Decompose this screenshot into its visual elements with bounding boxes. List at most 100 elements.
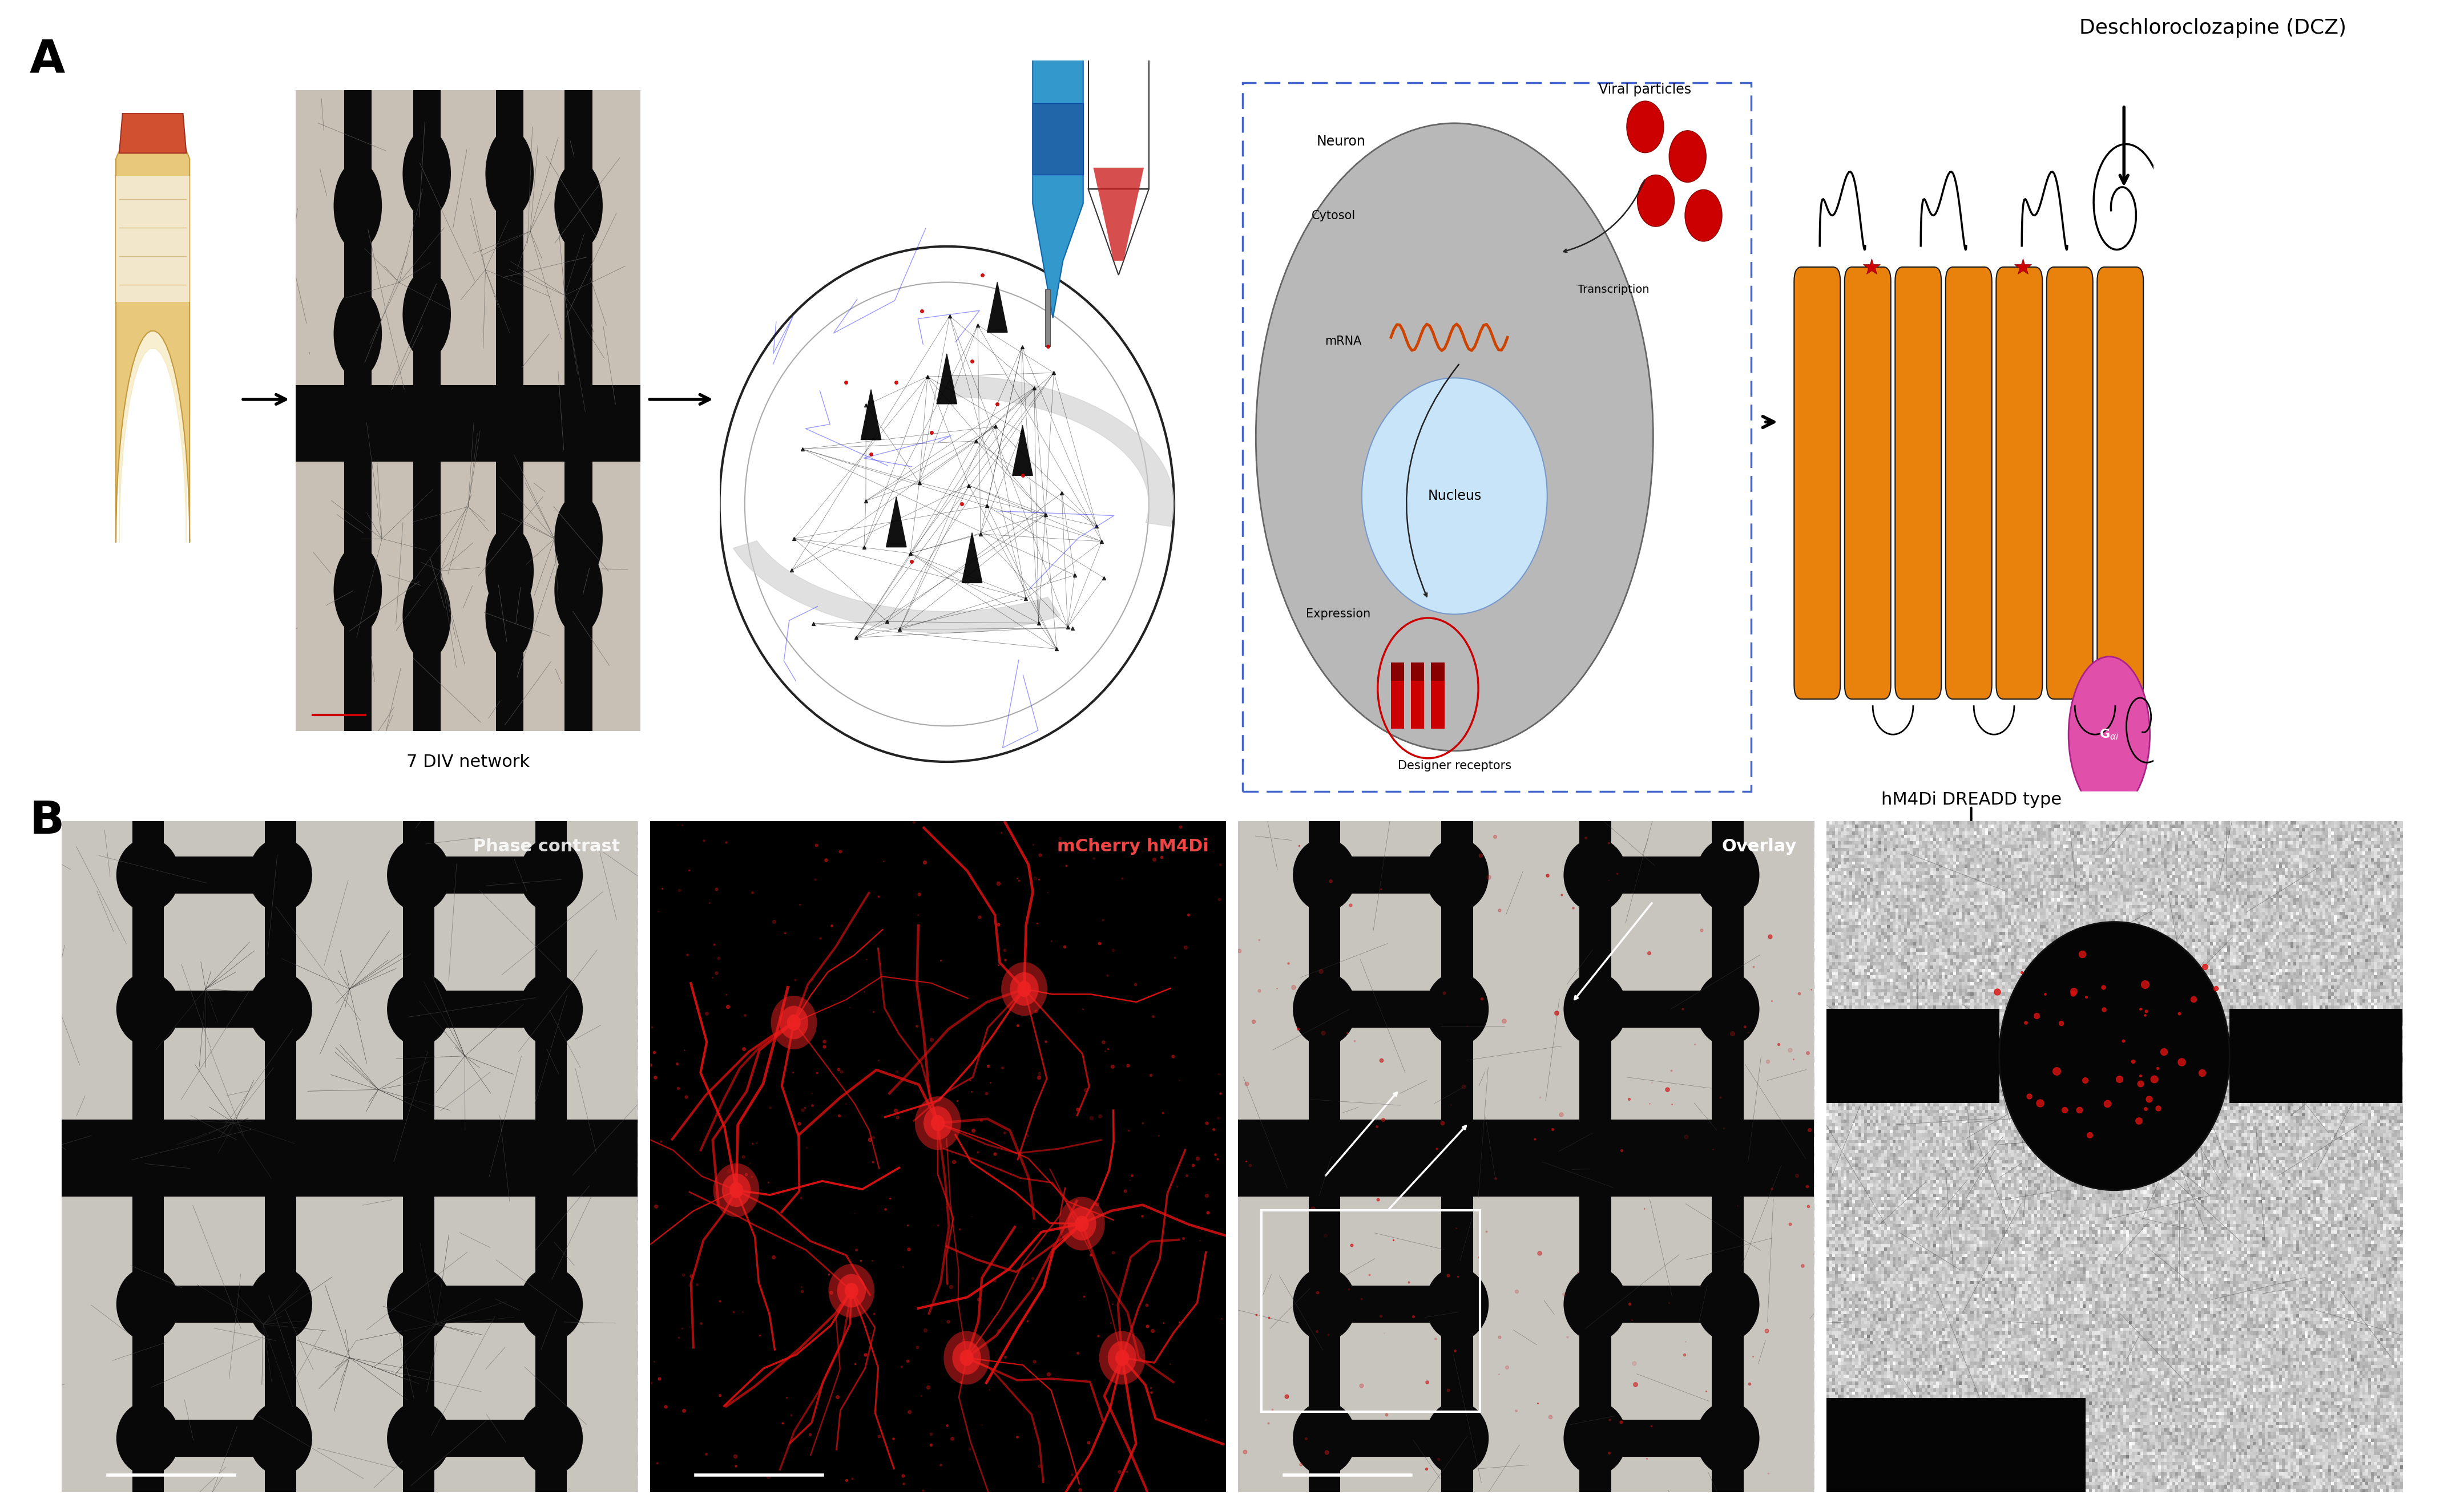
Bar	[1594, 990, 1727, 1028]
Circle shape	[1294, 1402, 1355, 1475]
Circle shape	[554, 161, 604, 250]
Bar	[535, 1197, 567, 1492]
Bar	[1237, 1120, 1814, 1197]
Circle shape	[520, 972, 584, 1046]
Ellipse shape	[719, 247, 1173, 763]
Bar	[1441, 821, 1473, 1120]
FancyBboxPatch shape	[1846, 267, 1890, 699]
Circle shape	[116, 1267, 180, 1341]
Circle shape	[387, 1402, 451, 1475]
Circle shape	[333, 546, 382, 634]
Polygon shape	[118, 313, 187, 543]
Circle shape	[914, 1096, 961, 1150]
Text: Transcription: Transcription	[1577, 283, 1648, 295]
Text: Neuron: Neuron	[1316, 134, 1365, 149]
Circle shape	[249, 1267, 313, 1341]
Text: B: B	[30, 799, 64, 844]
Polygon shape	[860, 390, 882, 440]
Circle shape	[1695, 1267, 1759, 1341]
Bar	[148, 990, 281, 1028]
Circle shape	[554, 494, 604, 583]
Circle shape	[931, 1115, 944, 1132]
Circle shape	[1565, 838, 1626, 912]
Text: Overlay: Overlay	[1722, 838, 1796, 854]
Bar	[414, 90, 441, 386]
Polygon shape	[1089, 188, 1148, 276]
Circle shape	[1000, 961, 1047, 1016]
Circle shape	[1565, 1402, 1626, 1475]
Polygon shape	[946, 375, 1173, 526]
Polygon shape	[988, 282, 1008, 332]
Circle shape	[1109, 1341, 1136, 1374]
Circle shape	[828, 1264, 875, 1317]
Bar	[62, 1120, 638, 1197]
Circle shape	[1668, 131, 1705, 182]
Bar	[133, 821, 163, 1120]
Circle shape	[520, 1402, 584, 1475]
Bar	[133, 1197, 163, 1492]
Bar	[148, 1420, 281, 1457]
Circle shape	[520, 1267, 584, 1341]
Bar	[1441, 1197, 1473, 1492]
Text: 7 DIV network: 7 DIV network	[407, 754, 530, 770]
Bar	[564, 461, 591, 731]
Bar	[1308, 1197, 1340, 1492]
Circle shape	[554, 546, 604, 634]
Bar	[1432, 662, 1444, 681]
Circle shape	[924, 1106, 951, 1139]
Polygon shape	[1013, 425, 1032, 476]
Circle shape	[1294, 838, 1355, 912]
Bar	[1390, 662, 1404, 681]
FancyBboxPatch shape	[1947, 267, 1991, 699]
Circle shape	[729, 1181, 744, 1198]
Bar	[296, 386, 641, 461]
Circle shape	[1067, 1207, 1096, 1240]
Bar	[402, 1197, 434, 1492]
Circle shape	[951, 1341, 981, 1374]
Bar	[1432, 669, 1444, 729]
Text: Designer receptors: Designer receptors	[1397, 760, 1510, 772]
FancyBboxPatch shape	[1996, 267, 2043, 699]
Circle shape	[1695, 972, 1759, 1046]
Bar	[1712, 1197, 1745, 1492]
Text: Nucleus: Nucleus	[1427, 490, 1481, 503]
Text: A: A	[30, 38, 64, 83]
Circle shape	[333, 289, 382, 378]
FancyBboxPatch shape	[2097, 267, 2144, 699]
Text: G$_{\alpha i}$: G$_{\alpha i}$	[2099, 728, 2119, 741]
FancyBboxPatch shape	[1895, 267, 1942, 699]
Circle shape	[1565, 1267, 1626, 1341]
Circle shape	[1018, 981, 1030, 998]
Bar	[1262, 1210, 1481, 1412]
Circle shape	[1636, 175, 1676, 226]
Ellipse shape	[1363, 378, 1547, 615]
Polygon shape	[118, 113, 187, 154]
FancyBboxPatch shape	[1794, 267, 1841, 699]
Bar	[414, 461, 441, 731]
Circle shape	[402, 130, 451, 219]
Circle shape	[520, 838, 584, 912]
FancyBboxPatch shape	[2048, 267, 2092, 699]
Circle shape	[1685, 190, 1722, 241]
Circle shape	[1424, 972, 1488, 1046]
Bar	[1594, 1285, 1727, 1323]
Bar	[1826, 1010, 1998, 1103]
Bar	[357, 193, 579, 232]
Circle shape	[485, 130, 535, 219]
Bar	[345, 90, 372, 386]
Bar	[495, 90, 522, 386]
Bar	[1594, 1420, 1727, 1457]
Circle shape	[1294, 972, 1355, 1046]
Bar	[564, 90, 591, 386]
Circle shape	[485, 526, 535, 616]
Circle shape	[1074, 1216, 1089, 1231]
Circle shape	[1424, 1402, 1488, 1475]
Text: Phase contrast: Phase contrast	[473, 838, 621, 854]
Bar	[1579, 1197, 1611, 1492]
Polygon shape	[1032, 102, 1084, 175]
Bar	[1412, 662, 1424, 681]
Circle shape	[249, 972, 313, 1046]
Circle shape	[1626, 101, 1663, 152]
Text: mRNA: mRNA	[1326, 336, 1363, 347]
Circle shape	[779, 1005, 808, 1040]
